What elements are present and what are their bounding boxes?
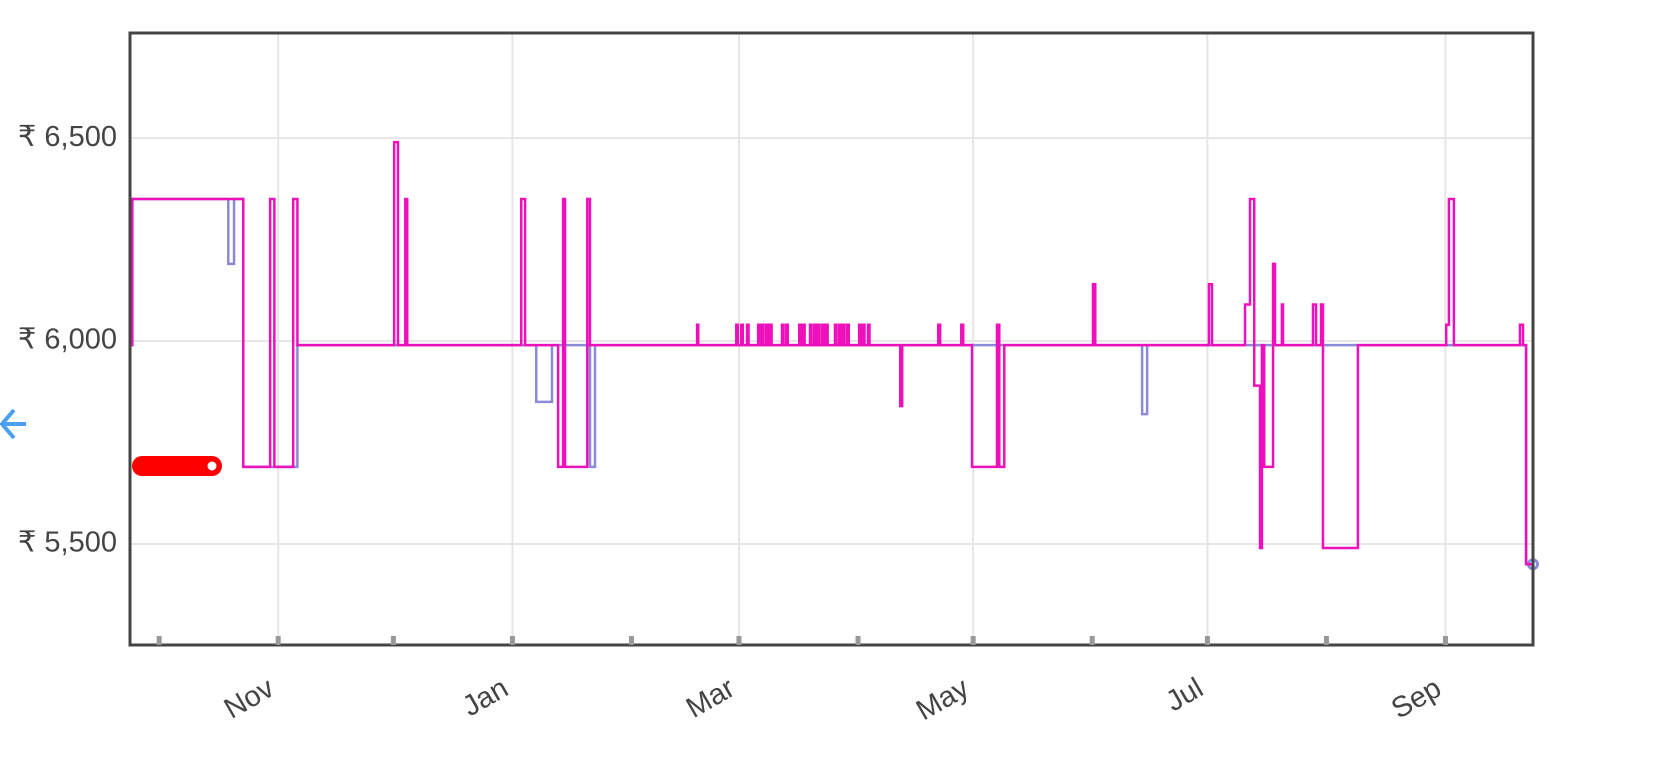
x-tick-mark xyxy=(970,636,976,645)
y-tick-label: ₹ 6,500 xyxy=(18,121,117,153)
x-tick-label: May xyxy=(911,672,975,727)
x-minor-tick-mark xyxy=(390,636,396,645)
x-tick-label: Sep xyxy=(1386,672,1447,726)
x-tick-mark xyxy=(275,636,281,645)
x-minor-tick-mark xyxy=(156,636,162,645)
x-minor-tick-mark xyxy=(628,636,634,645)
x-minor-tick-mark xyxy=(855,636,861,645)
x-tick-label: Jan xyxy=(457,672,514,723)
y-tick-label: ₹ 6,000 xyxy=(18,324,117,356)
x-tick-mark xyxy=(509,636,515,645)
back-arrow[interactable] xyxy=(0,408,26,440)
x-tick-label: Jul xyxy=(1161,672,1209,718)
x-tick-mark xyxy=(1442,636,1448,645)
x-tick-label: Mar xyxy=(681,672,741,725)
plot-frame xyxy=(128,31,1535,647)
x-minor-tick-mark xyxy=(1089,636,1095,645)
line-layer xyxy=(130,140,1539,571)
range-handle-dot xyxy=(207,461,217,471)
x-tick-label: Nov xyxy=(219,672,280,726)
range-handle[interactable] xyxy=(132,456,222,476)
label-layer: ₹ 5,500 ₹ 6,000 ₹ 6,500 Nov Jan Mar May Jul Sep xyxy=(18,121,1448,727)
x-tick-mark xyxy=(736,636,742,645)
y-tick-label: ₹ 5,500 xyxy=(18,527,117,559)
price-line xyxy=(130,140,1533,566)
x-tick-mark xyxy=(1204,636,1210,645)
x-minor-tick-mark xyxy=(1323,636,1329,645)
